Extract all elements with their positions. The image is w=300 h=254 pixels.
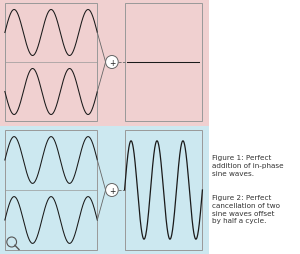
- Text: Figure 2: Perfect
cancellation of two
sine waves offset
by half a cycle.: Figure 2: Perfect cancellation of two si…: [212, 194, 280, 223]
- Bar: [0, 126, 209, 254]
- Text: +: +: [109, 58, 115, 67]
- Bar: [5, 131, 97, 250]
- Text: +: +: [109, 186, 115, 195]
- Text: Figure 1: Perfect
addition of in-phase
sine waves.: Figure 1: Perfect addition of in-phase s…: [212, 154, 284, 176]
- Circle shape: [106, 56, 118, 69]
- Bar: [124, 131, 202, 250]
- Bar: [124, 4, 202, 121]
- Bar: [5, 4, 97, 121]
- Bar: [0, 0, 209, 126]
- Circle shape: [106, 184, 118, 197]
